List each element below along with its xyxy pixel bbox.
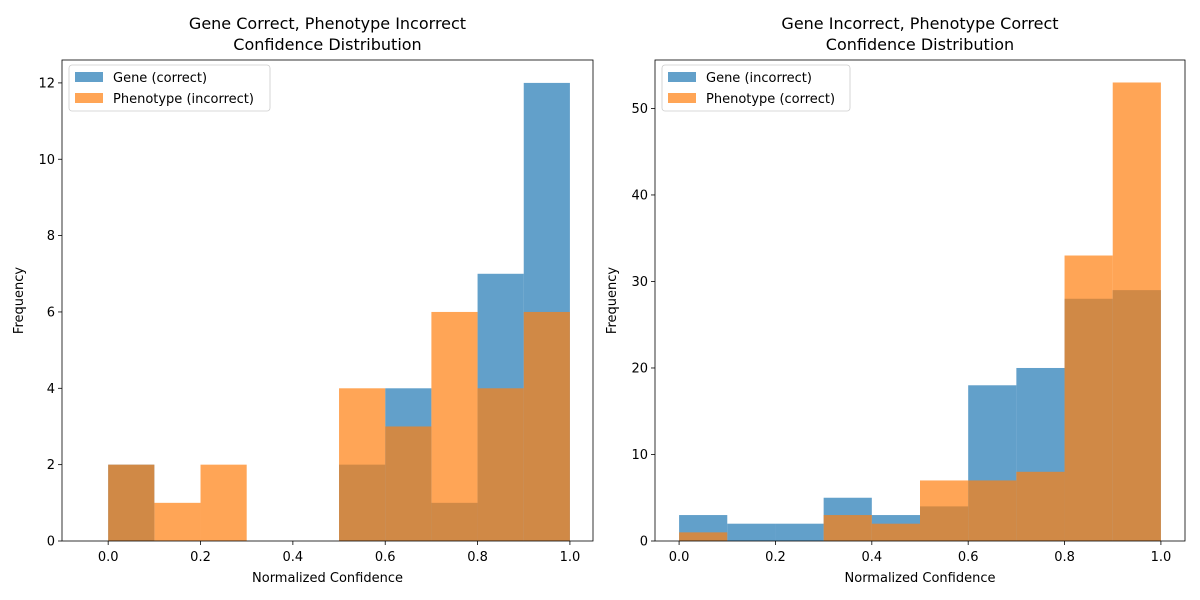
legend-swatch-phenotype [75, 93, 103, 103]
y-tick-label: 50 [631, 102, 648, 117]
y-tick-label: 8 [47, 229, 55, 244]
bar-phenotype-6 [968, 480, 1017, 541]
y-tick-label: 10 [631, 448, 648, 463]
legend-swatch-gene [75, 72, 103, 82]
y-axis-label: Frequency [12, 267, 27, 334]
legend-label-phenotype: Phenotype (correct) [706, 92, 835, 107]
bar-phenotype-4 [871, 523, 920, 541]
x-tick-label: 0.2 [765, 550, 786, 565]
y-tick-label: 12 [38, 76, 55, 91]
chart-title-line-2: Confidence Distribution [826, 35, 1014, 54]
y-tick-label: 10 [38, 153, 55, 168]
bar-phenotype-7 [1016, 471, 1065, 541]
legend-swatch-gene [668, 72, 696, 82]
x-tick-label: 0.2 [190, 550, 211, 565]
bar-phenotype-2 [200, 464, 247, 541]
x-tick-label: 0.8 [467, 550, 488, 565]
bar-phenotype-0 [679, 532, 728, 541]
x-tick-label: 0.6 [958, 550, 979, 565]
y-tick-label: 40 [631, 188, 648, 203]
bar-phenotype-5 [920, 480, 969, 541]
legend-label-gene: Gene (incorrect) [706, 71, 812, 86]
legend-label-gene: Gene (correct) [113, 71, 207, 86]
bar-gene-1 [727, 523, 776, 541]
x-tick-label: 0.0 [669, 550, 690, 565]
bar-phenotype-7 [431, 311, 478, 541]
x-tick-label: 1.0 [1151, 550, 1172, 565]
bar-phenotype-8 [477, 388, 524, 541]
bar-phenotype-3 [823, 515, 872, 541]
x-tick-label: 0.4 [283, 550, 304, 565]
y-tick-label: 2 [47, 458, 55, 473]
x-tick-label: 0.8 [1054, 550, 1075, 565]
bar-phenotype-6 [385, 426, 432, 541]
x-tick-label: 0.0 [98, 550, 119, 565]
bar-phenotype-8 [1064, 255, 1113, 541]
chart-title-line-2: Confidence Distribution [233, 35, 421, 54]
bar-phenotype-5 [339, 388, 386, 541]
axes-frame [654, 59, 1186, 542]
legend-swatch-phenotype [668, 93, 696, 103]
x-tick-label: 1.0 [560, 550, 581, 565]
legend-label-phenotype: Phenotype (incorrect) [113, 92, 254, 107]
legend-box [661, 64, 851, 112]
legend: Gene (incorrect) Phenotype (correct) [661, 64, 851, 112]
legend-box [68, 64, 271, 112]
x-axis-label: Normalized Confidence [252, 571, 403, 586]
y-tick-label: 20 [631, 361, 648, 376]
chart-panel-2: 0.0 0.2 0.4 0.6 0.8 1.0 0 10 20 30 40 50 Gene Incorr… [605, 14, 1186, 586]
bar-phenotype-1 [154, 502, 201, 541]
y-axis-label: Frequency [605, 267, 620, 334]
y-tick-label: 4 [47, 382, 55, 397]
axes-frame [61, 59, 594, 542]
chart-panel-1: 0.0 0.2 0.4 0.6 0.8 1.0 0 2 4 6 8 10 12 Gene Correct,… [12, 14, 594, 586]
y-tick-label: 0 [640, 535, 648, 550]
bar-gene-2 [775, 523, 824, 541]
x-tick-label: 0.4 [861, 550, 882, 565]
y-tick-label: 0 [47, 535, 55, 550]
y-tick-label: 6 [47, 305, 55, 320]
x-tick-label: 0.6 [375, 550, 396, 565]
bar-phenotype-9 [523, 311, 570, 541]
legend: Gene (correct) Phenotype (incorrect) [68, 64, 271, 112]
chart-title-line-1: Gene Incorrect, Phenotype Correct [781, 14, 1058, 33]
x-axis-label: Normalized Confidence [845, 571, 996, 586]
y-tick-label: 30 [631, 275, 648, 290]
chart-title-line-1: Gene Correct, Phenotype Incorrect [189, 14, 466, 33]
bar-phenotype-9 [1112, 82, 1161, 542]
bar-phenotype-0 [108, 464, 155, 541]
